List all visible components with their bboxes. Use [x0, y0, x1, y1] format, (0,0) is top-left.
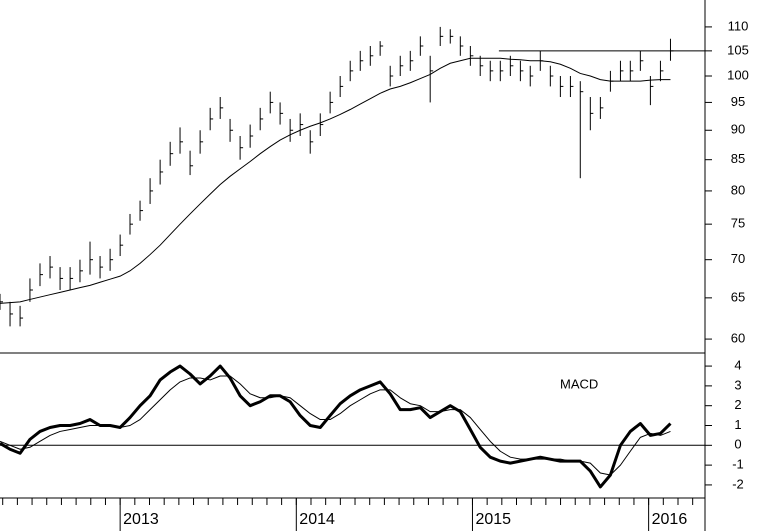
x-tick-label: 2016: [652, 511, 688, 528]
macd-line: [0, 375, 671, 476]
y-tick-label: 100: [727, 67, 749, 82]
y-tick-label: 0: [734, 437, 741, 452]
moving-average: [0, 57, 671, 304]
x-tick-label: 2013: [123, 511, 159, 528]
y-tick-label: 80: [731, 182, 745, 197]
y-tick-label: 110: [728, 18, 749, 33]
y-tick-label: 70: [731, 251, 745, 266]
y-tick-label: 4: [734, 358, 741, 373]
y-tick-label: -2: [732, 476, 744, 491]
y-tick-label: 85: [731, 151, 745, 166]
y-tick-label: 90: [731, 122, 745, 137]
y-tick-label: 75: [731, 216, 745, 231]
y-tick-label: 1: [734, 417, 741, 432]
y-tick-label: 60: [731, 331, 745, 346]
y-tick-label: 2: [734, 397, 741, 412]
y-tick-label: 95: [731, 94, 745, 109]
panel-title: MACD: [560, 376, 598, 391]
x-tick-label: 2014: [299, 511, 335, 528]
y-tick-label: -1: [732, 457, 744, 472]
y-tick-label: 65: [731, 289, 745, 304]
x-tick-label: 2015: [475, 511, 511, 528]
y-tick-label: 3: [734, 377, 741, 392]
y-tick-label: 105: [727, 42, 749, 57]
